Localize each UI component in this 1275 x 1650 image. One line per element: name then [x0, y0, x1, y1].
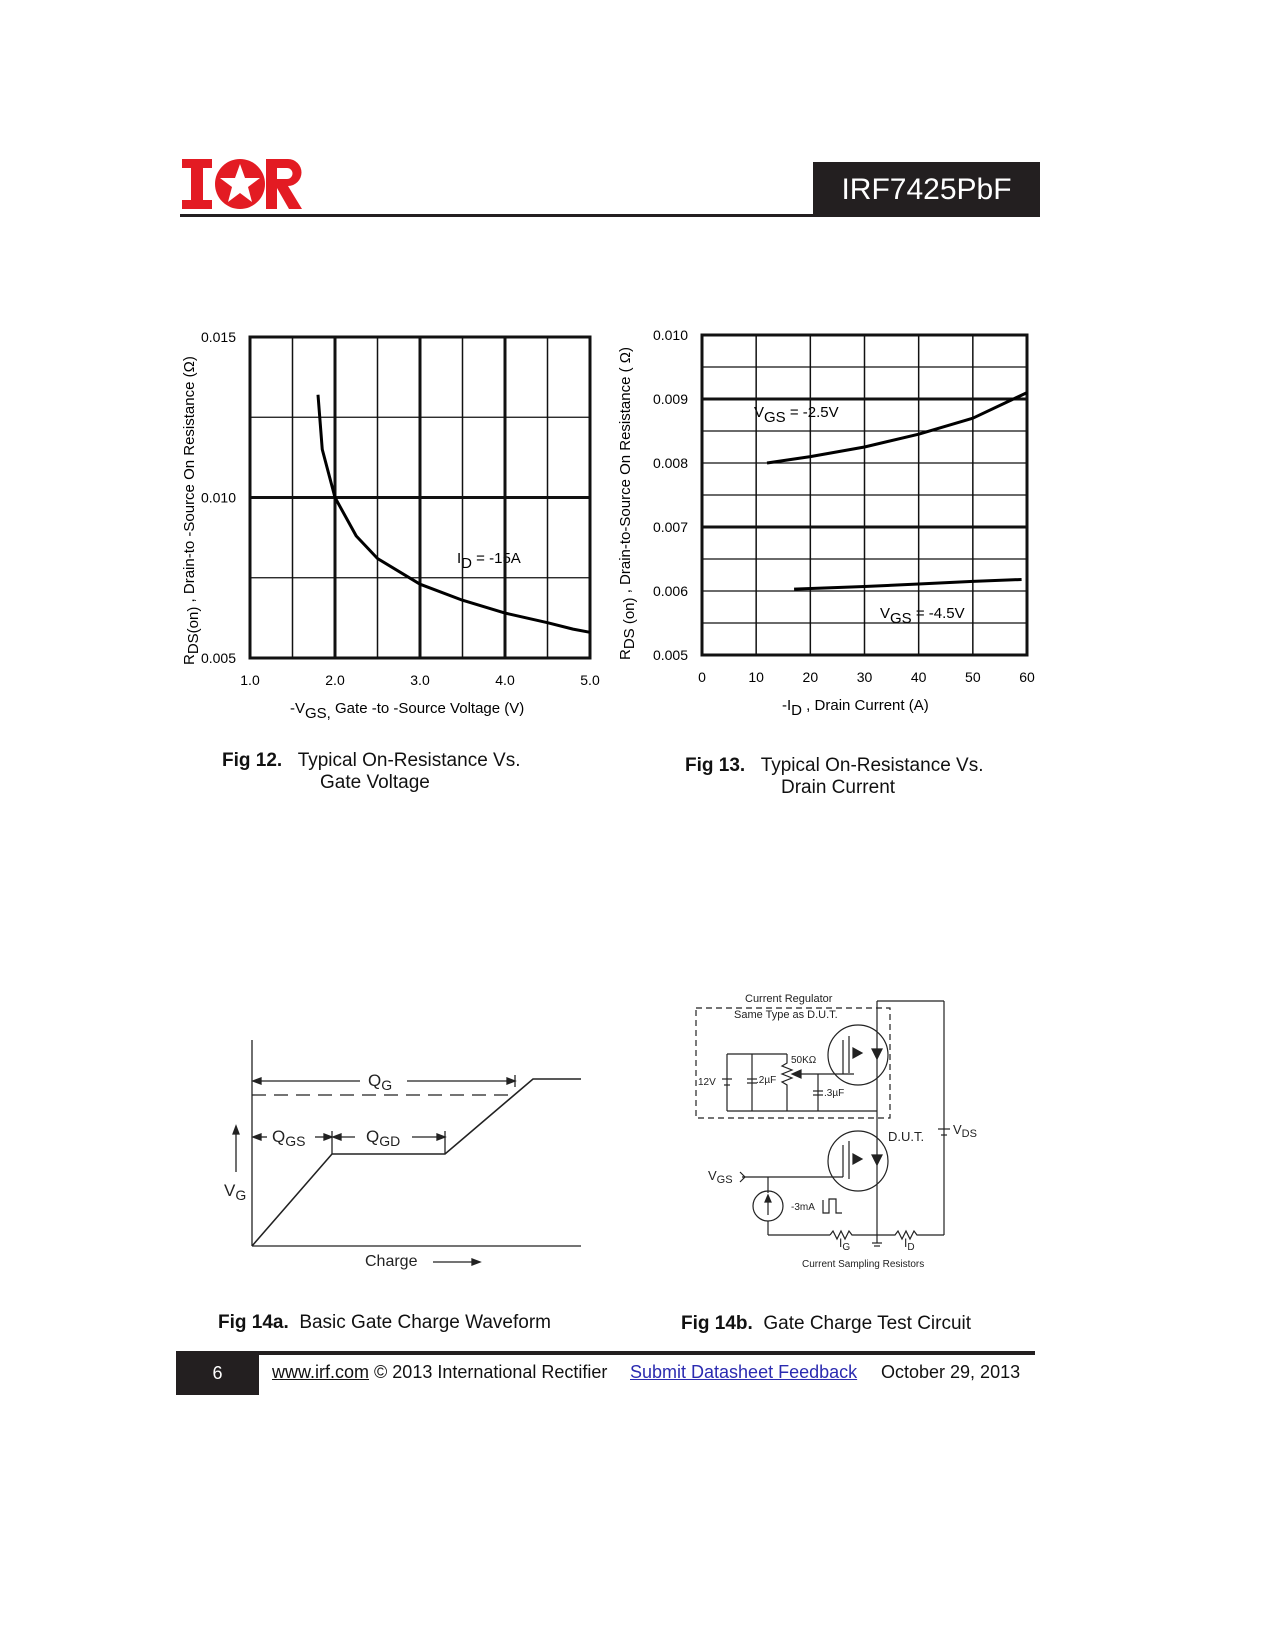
x-tick-label: 0 — [698, 669, 706, 685]
sampling-resistors-label: Current Sampling Resistors — [802, 1259, 924, 1270]
charge-label: Charge — [365, 1253, 418, 1270]
qgd-label: QGD — [366, 1127, 400, 1149]
x-tick-label: 2.0 — [325, 672, 345, 688]
qgs-label: QGS — [272, 1127, 305, 1149]
x-tick-label: 50 — [965, 669, 981, 685]
fig13-xlabel: -ID , Drain Current (A) — [782, 697, 929, 719]
y-tick-label: 0.009 — [653, 391, 688, 407]
fig12-xlabel: -VGS, Gate -to -Source Voltage (V) — [290, 700, 524, 722]
fig12-series-label: ID = -15A — [457, 550, 521, 572]
y-tick-label: 0.008 — [653, 455, 688, 471]
x-tick-label: 20 — [803, 669, 819, 685]
fig13-series1-label: VGS = -2.5V — [754, 404, 839, 426]
fig13-chart: RDS (on) , Drain-to-Source On Resistance… — [617, 327, 1035, 719]
fig13-ylabel: RDS (on) , Drain-to-Source On Resistance… — [617, 347, 638, 660]
dut-label: D.U.T. — [888, 1129, 924, 1144]
x-tick-label: 40 — [911, 669, 927, 685]
regulator-label-1: Current Regulator — [745, 993, 833, 1005]
site-link[interactable]: www.irf.com — [272, 1362, 370, 1382]
ig-label: IG — [839, 1236, 850, 1253]
resistor-50k-label: 50KΩ — [791, 1055, 817, 1066]
plot-frame — [248, 335, 592, 660]
series-line-2 — [794, 577, 1022, 591]
feedback-link[interactable]: Submit Datasheet Feedback — [630, 1362, 858, 1382]
cap-02uf-label: .2µF — [756, 1075, 776, 1086]
header-rule — [180, 214, 815, 217]
plot-frame — [700, 333, 1029, 657]
x-tick-label: 3.0 — [410, 672, 430, 688]
vg-label: VG — [224, 1181, 246, 1203]
current-source-label: -3mA — [791, 1202, 815, 1213]
fig14b-circuit: Current Regulator Same Type as D.U.T. 12… — [695, 993, 977, 1270]
x-tick-label: 60 — [1019, 669, 1035, 685]
y-tick-label: 0.005 — [201, 650, 236, 666]
footer-copyright: www.irf.com © 2013 International Rectifi… — [272, 1362, 608, 1382]
fig14b-caption: Fig 14b. Gate Charge Test Circuit — [681, 1313, 972, 1334]
x-tick-label: 30 — [857, 669, 873, 685]
x-tick-label: 4.0 — [495, 672, 515, 688]
y-tick-label: 0.010 — [201, 490, 236, 506]
vgs-label: VGS — [708, 1168, 733, 1186]
x-tick-label: 10 — [748, 669, 764, 685]
y-tick-label: 0.006 — [653, 583, 688, 599]
y-tick-label: 0.015 — [201, 329, 236, 345]
regulator-label-2: Same Type as D.U.T. — [734, 1009, 838, 1021]
fig12-chart: RDS(on) , Drain-to -Source On Resistance… — [181, 329, 600, 722]
series-line-1 — [766, 391, 1028, 465]
ior-logo — [182, 159, 302, 209]
vds-label: VDS — [953, 1122, 977, 1140]
fig12-ylabel: RDS(on) , Drain-to -Source On Resistance… — [181, 356, 202, 665]
fig14a-caption: Fig 14a. Basic Gate Charge Waveform — [218, 1312, 551, 1333]
y-tick-label: 0.005 — [653, 647, 688, 663]
page-number: 6 — [176, 1351, 259, 1395]
fig14a-waveform: QG QGS QGD VG Charge — [224, 1040, 581, 1270]
fig13-series2-label: VGS = -4.5V — [880, 605, 965, 627]
id-label: ID — [904, 1236, 915, 1253]
part-number: IRF7425PbF — [813, 162, 1040, 217]
series-line-1 — [316, 394, 591, 634]
cap-03uf-label: .3µF — [824, 1088, 844, 1099]
fig13-caption: Fig 13. Typical On-Resistance Vs. Drain C… — [685, 755, 984, 798]
12v-label: 12V — [698, 1077, 716, 1088]
footer-date: October 29, 2013 — [881, 1362, 1021, 1382]
qg-label: QG — [368, 1071, 392, 1093]
y-tick-label: 0.007 — [653, 519, 688, 535]
x-tick-label: 1.0 — [240, 672, 260, 688]
footer-rule — [176, 1351, 1035, 1355]
y-tick-label: 0.010 — [653, 327, 688, 343]
fig12-caption: Fig 12. Typical On-Resistance Vs. Gate Vo… — [222, 750, 521, 793]
x-tick-label: 5.0 — [580, 672, 600, 688]
